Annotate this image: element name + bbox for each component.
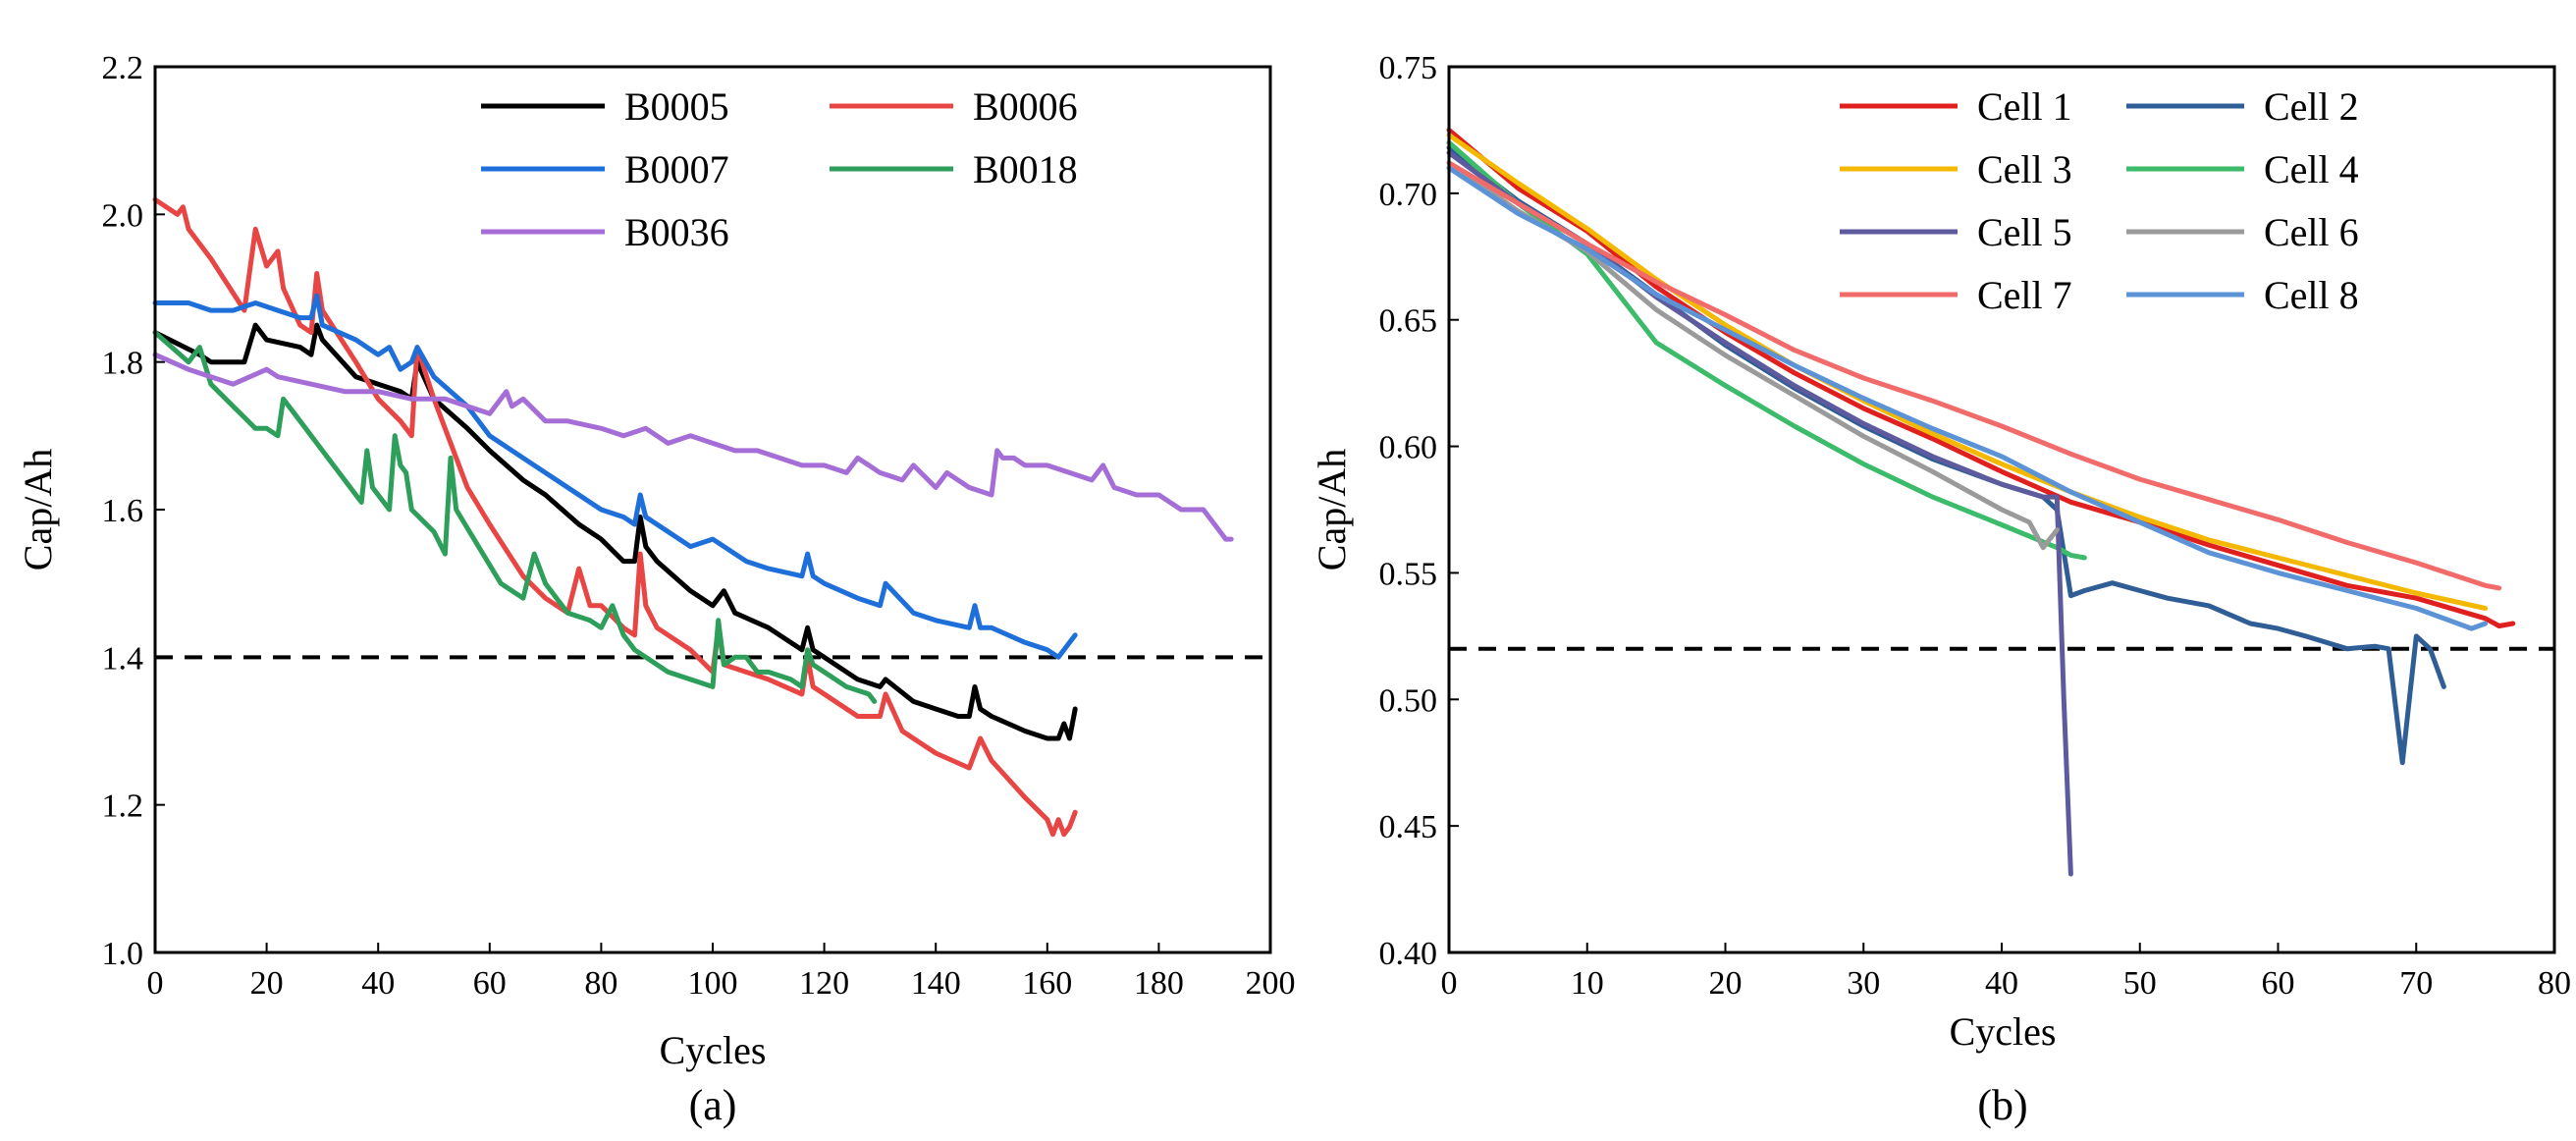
legend-label-cell-7: Cell 7: [1977, 273, 2072, 317]
panel-a-x-tick-label: 40: [361, 965, 395, 1002]
panel-a-x-tick-label: 60: [473, 965, 507, 1002]
panel-b-x-tick-label: 10: [1571, 965, 1604, 1002]
panel-a-y-tick-label: 1.6: [102, 493, 144, 529]
panel-a-series-b0005: [152, 322, 1078, 741]
panel-b-y-tick-label: 0.75: [1379, 50, 1438, 86]
panel-a-x-tick-label: 120: [799, 965, 849, 1002]
panel-a-x-tick-label: 80: [584, 965, 617, 1002]
legend-label-cell-2: Cell 2: [2264, 84, 2359, 129]
panel-a-series-b0007: [152, 293, 1078, 660]
panel-b-x-tick-label: 50: [2123, 965, 2157, 1002]
panel-b-legend: Cell 1 Cell 2 Cell 3 Cell 4 Cell 5 Cell 6 Cell…: [1840, 84, 2359, 317]
legend-label-cell-4: Cell 4: [2264, 147, 2359, 191]
legend-label-cell-6: Cell 6: [2264, 210, 2359, 254]
panel-b-series-cell-7: [1446, 160, 2502, 591]
panel-b-x-tick-label: 40: [1985, 965, 2018, 1002]
panel-a-x-tick-label: 180: [1134, 965, 1184, 1002]
panel-a-y-tick-label: 1.4: [102, 640, 144, 677]
panel-a-legend: B0005 B0006 B0007 B0018 B0036: [481, 84, 1078, 254]
panel-a-series-b0006: [152, 196, 1078, 838]
panel-b-series-cell-3: [1446, 133, 2489, 611]
panel-b-x-tick-label: 60: [2262, 965, 2295, 1002]
panel-a-y-tick-label: 1.0: [102, 936, 144, 972]
panel-b-y-axis-title: Cap/Ah: [1310, 449, 1354, 570]
legend-label-cell-8: Cell 8: [2264, 273, 2359, 317]
panel-b-y-tick-label: 0.60: [1379, 430, 1438, 466]
legend-label-cell-5: Cell 5: [1977, 210, 2072, 254]
panel-a-x-tick-label: 140: [911, 965, 961, 1002]
panel-b-y-tick-label: 0.40: [1379, 936, 1438, 972]
panel-b-x-tick-label: 70: [2399, 965, 2433, 1002]
panel-a-y-tick-label: 2.2: [102, 50, 144, 86]
panel-b-y-tick-label: 0.65: [1379, 303, 1438, 340]
panel-b-x-tick-label: 30: [1847, 965, 1880, 1002]
panel-a: 0 20 40 60 80 100 120 140 160 180 200 1.0 1.2 1.4 1.6 1…: [16, 50, 1296, 1129]
panel-a-x-tick-label: 0: [147, 965, 164, 1002]
panel-a-x-tick-label: 100: [688, 965, 738, 1002]
legend-label-cell-3: Cell 3: [1977, 147, 2072, 191]
panel-a-frame: [153, 65, 1272, 954]
panel-b-x-tick-label: 80: [2538, 965, 2571, 1002]
panel-a-y-tick-label: 1.8: [102, 346, 144, 382]
panel-b-y-tick-label: 0.50: [1379, 682, 1438, 719]
panel-a-series-b0036: [152, 352, 1234, 542]
panel-a-series-b0018: [152, 330, 878, 704]
legend-label-b0006: B0006: [973, 84, 1078, 129]
legend-label-cell-1: Cell 1: [1977, 84, 2072, 129]
panel-b-x-tick-label: 20: [1709, 965, 1743, 1002]
legend-label-b0005: B0005: [624, 84, 729, 129]
panel-b-series-cell-8: [1446, 165, 2489, 631]
panel-b-x-tick-label: 0: [1441, 965, 1458, 1002]
panel-b-x-axis-title: Cycles: [1950, 1009, 2057, 1054]
panel-a-x-tick-label: 160: [1022, 965, 1072, 1002]
panel-a-y-tick-label: 2.0: [102, 197, 144, 234]
panel-b-y-tick-label: 0.70: [1379, 177, 1438, 213]
legend-label-b0007: B0007: [624, 147, 729, 191]
panel-b: 0 10 20 30 40 50 60 70 80 0.40 0.45 0.50 0.55 0.60 0.6…: [1310, 50, 2571, 1129]
legend-label-b0018: B0018: [973, 147, 1078, 191]
panel-a-plot-area: 0 20 40 60 80 100 120 140 160 180 200 1.0 1.2 1.4 1.6 1…: [102, 50, 1296, 1002]
legend-label-b0036: B0036: [624, 210, 729, 254]
panel-b-y-tick-label: 0.55: [1379, 556, 1438, 592]
panel-a-x-tick-label: 20: [250, 965, 284, 1002]
panel-a-y-axis-title: Cap/Ah: [16, 449, 60, 570]
panel-a-x-axis-title: Cycles: [660, 1028, 767, 1072]
panel-b-label: (b): [1977, 1081, 2027, 1129]
panel-b-frame: [1447, 65, 2556, 954]
panel-a-label: (a): [689, 1081, 737, 1129]
panel-b-plot-area: 0 10 20 30 40 50 60 70 80 0.40 0.45 0.50 0.55 0.60 0.6…: [1379, 50, 2572, 1002]
panel-a-x-tick-label: 200: [1246, 965, 1296, 1002]
panel-a-y-tick-label: 1.2: [102, 788, 144, 825]
panel-b-y-tick-label: 0.45: [1379, 809, 1438, 845]
